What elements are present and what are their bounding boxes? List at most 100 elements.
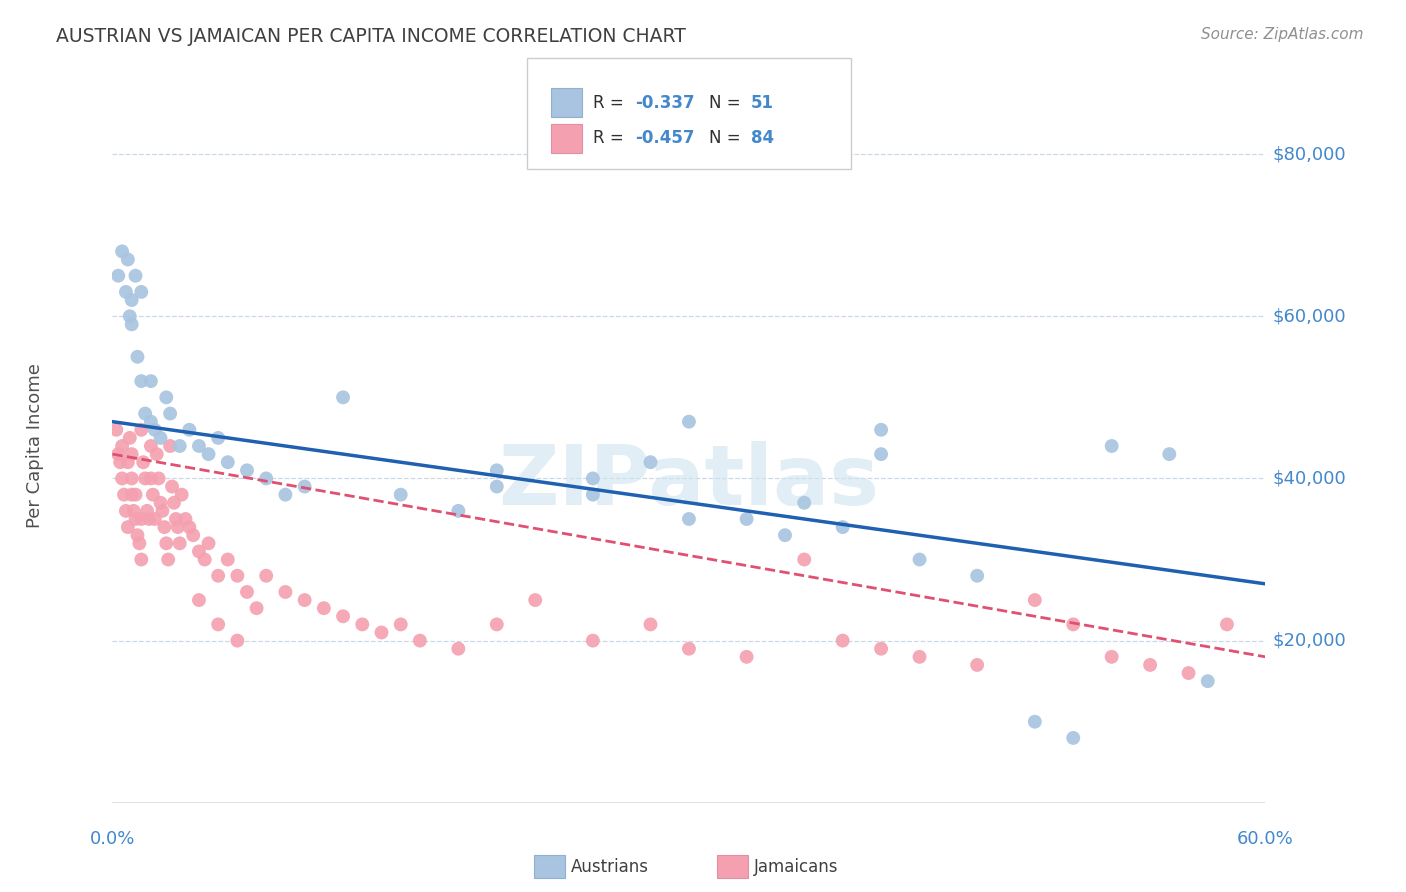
Point	[153, 520, 176, 534]
Point	[148, 471, 170, 485]
Text: -0.457: -0.457	[636, 129, 695, 147]
Point	[332, 390, 354, 404]
Point	[169, 439, 191, 453]
Point	[129, 423, 153, 437]
Point	[226, 568, 249, 582]
Point	[174, 512, 197, 526]
Point	[134, 407, 156, 421]
Text: R =: R =	[593, 94, 630, 112]
Point	[245, 601, 267, 615]
Point	[640, 617, 662, 632]
Point	[121, 293, 143, 307]
Point	[111, 244, 134, 259]
Point	[117, 252, 139, 267]
Point	[105, 423, 128, 437]
Point	[121, 447, 143, 461]
Point	[197, 536, 219, 550]
Point	[121, 471, 143, 485]
Point	[870, 641, 893, 656]
Point	[485, 617, 508, 632]
Point	[254, 568, 277, 582]
Point	[111, 439, 134, 453]
Point	[128, 536, 150, 550]
Point	[139, 471, 162, 485]
Text: AUSTRIAN VS JAMAICAN PER CAPITA INCOME CORRELATION CHART: AUSTRIAN VS JAMAICAN PER CAPITA INCOME C…	[56, 27, 686, 45]
Point	[1177, 666, 1199, 681]
Text: $20,000: $20,000	[1272, 632, 1346, 649]
Point	[143, 423, 166, 437]
Point	[217, 552, 239, 566]
Point	[735, 649, 758, 664]
Point	[524, 593, 547, 607]
Point	[143, 512, 166, 526]
Point	[112, 488, 135, 502]
Text: ZIPatlas: ZIPatlas	[499, 442, 879, 522]
Point	[152, 504, 174, 518]
Point	[134, 471, 156, 485]
Point	[1101, 649, 1123, 664]
Text: R =: R =	[593, 129, 630, 147]
Text: $80,000: $80,000	[1272, 145, 1346, 163]
Point	[166, 520, 188, 534]
Point	[115, 504, 138, 518]
Point	[142, 488, 165, 502]
Point	[352, 617, 374, 632]
Point	[274, 488, 297, 502]
Point	[139, 374, 162, 388]
Text: Jamaicans: Jamaicans	[754, 858, 838, 876]
Point	[582, 488, 605, 502]
Point	[1062, 731, 1084, 745]
Point	[187, 544, 211, 558]
Point	[118, 431, 141, 445]
Text: 0.0%: 0.0%	[90, 830, 135, 847]
Text: $40,000: $40,000	[1272, 469, 1346, 487]
Point	[1101, 439, 1123, 453]
Point	[157, 552, 180, 566]
Point	[966, 657, 988, 672]
Point	[389, 488, 412, 502]
Point	[139, 439, 162, 453]
Point	[145, 447, 167, 461]
Point	[124, 268, 146, 283]
Text: -0.337: -0.337	[636, 94, 695, 112]
Point	[169, 536, 191, 550]
Point	[127, 528, 149, 542]
Text: 84: 84	[751, 129, 773, 147]
Point	[117, 520, 139, 534]
Text: 60.0%: 60.0%	[1237, 830, 1294, 847]
Point	[129, 285, 153, 299]
Point	[678, 641, 700, 656]
Text: 51: 51	[751, 94, 773, 112]
Text: Austrians: Austrians	[571, 858, 648, 876]
Point	[735, 512, 758, 526]
Point	[155, 390, 177, 404]
Point	[136, 504, 159, 518]
Point	[966, 568, 988, 582]
Point	[149, 431, 172, 445]
Point	[1159, 447, 1181, 461]
Point	[332, 609, 354, 624]
Point	[831, 633, 853, 648]
Text: Per Capita Income: Per Capita Income	[27, 364, 44, 528]
Text: N =: N =	[709, 129, 745, 147]
Point	[254, 471, 277, 485]
Point	[121, 318, 143, 332]
Point	[159, 407, 181, 421]
Point	[124, 512, 146, 526]
Point	[139, 415, 162, 429]
Point	[124, 488, 146, 502]
Point	[793, 552, 815, 566]
Point	[159, 439, 181, 453]
Point	[179, 520, 201, 534]
Point	[179, 423, 201, 437]
Point	[207, 431, 229, 445]
Point	[217, 455, 239, 469]
Point	[121, 488, 143, 502]
Point	[236, 585, 259, 599]
Point	[793, 496, 815, 510]
Point	[111, 471, 134, 485]
Point	[773, 528, 796, 542]
Point	[115, 285, 138, 299]
Point	[117, 455, 139, 469]
Point	[485, 479, 508, 493]
